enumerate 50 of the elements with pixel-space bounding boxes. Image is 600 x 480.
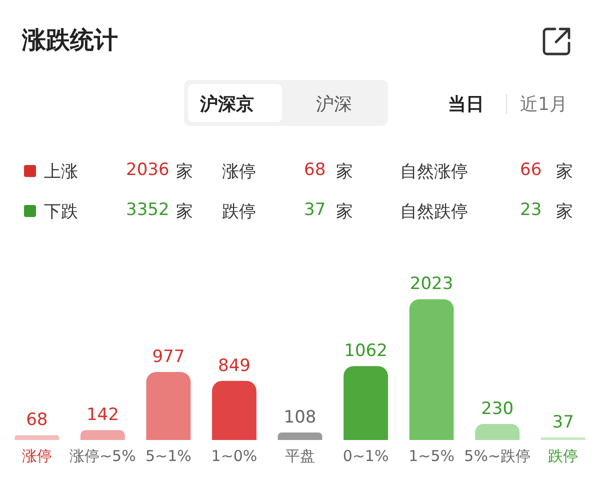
x-tick-label: 涨停~5%	[69, 446, 136, 465]
text: 家	[556, 161, 573, 183]
text: 66	[520, 160, 542, 180]
text: 沪深	[316, 93, 352, 116]
text: 37	[304, 200, 326, 220]
data-label: 68	[26, 410, 48, 430]
data-label: 108	[284, 407, 316, 428]
bar	[146, 372, 191, 440]
text: 沪深京	[200, 93, 254, 116]
text: 跌停	[222, 201, 256, 223]
text: 上涨	[44, 161, 78, 183]
x-tick-label: 跌停	[548, 446, 578, 465]
data-label: 849	[218, 356, 250, 376]
data-label: 142	[86, 405, 119, 426]
bar	[344, 366, 388, 440]
x-tick-label: 平盘	[285, 446, 315, 465]
text: 家	[336, 161, 353, 183]
x-tick-label: 5~1%	[145, 446, 192, 465]
bar	[80, 430, 125, 440]
x-tick-label: 5%~跌停	[464, 446, 531, 465]
chart-title: 涨跌统计	[22, 25, 118, 56]
bar	[278, 432, 322, 440]
text: 家	[336, 201, 353, 223]
text: 3352	[126, 200, 170, 220]
data-label: 1062	[344, 341, 388, 362]
data-label: 2023	[410, 274, 454, 294]
text: 涨停	[222, 161, 256, 183]
bar	[475, 424, 520, 440]
text: 家	[556, 201, 573, 223]
data-label: 977	[152, 346, 185, 367]
text: 近1月	[520, 93, 568, 116]
bar	[540, 437, 586, 440]
text: 2036	[126, 160, 170, 180]
text: 自然涨停	[400, 161, 468, 183]
data-label: 37	[552, 412, 574, 432]
x-tick-label: 0~1%	[342, 446, 389, 465]
x-tick-label: 1~0%	[211, 446, 258, 465]
bar	[409, 299, 454, 440]
x-tick-label: 1~5%	[408, 446, 455, 465]
text: 当日	[448, 93, 484, 116]
x-tick-label: 涨停	[22, 446, 52, 465]
bar	[212, 380, 256, 440]
bar	[14, 435, 60, 440]
text: 家	[176, 161, 193, 183]
text: 家	[176, 201, 193, 223]
text: 自然跌停	[400, 201, 468, 223]
text: 下跌	[44, 201, 78, 223]
data-label: 230	[481, 398, 514, 419]
text: 68	[304, 160, 326, 180]
text: 23	[520, 200, 542, 220]
